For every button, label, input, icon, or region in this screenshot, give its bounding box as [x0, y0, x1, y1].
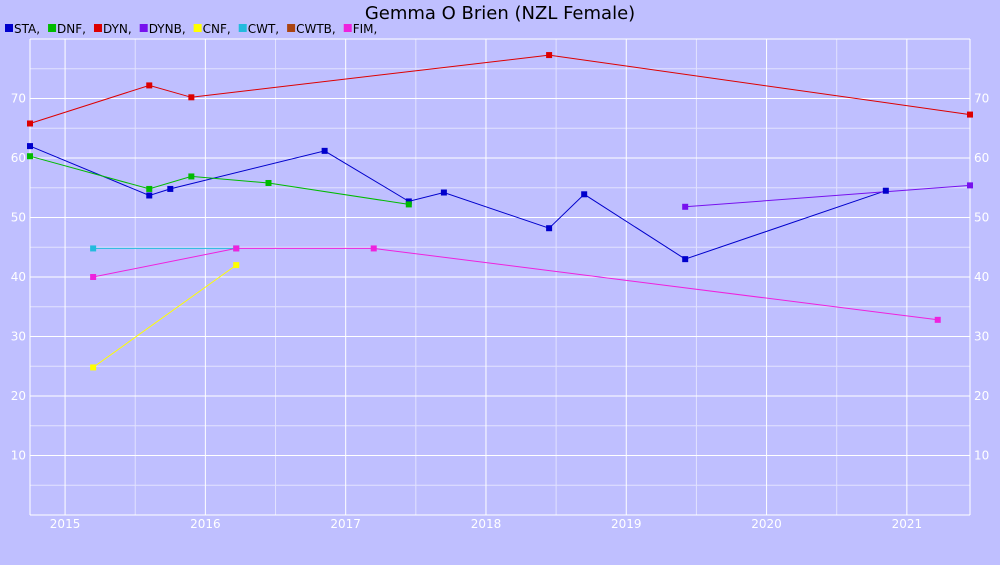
data-point-1 — [188, 173, 195, 180]
legend-swatch-5 — [238, 24, 247, 32]
data-point-3 — [967, 182, 973, 189]
data-point-0 — [546, 225, 553, 232]
data-point-0 — [167, 185, 174, 192]
data-point-7 — [370, 245, 377, 252]
y-tick-label-left: 30 — [11, 330, 26, 344]
x-tick-label: 2015 — [50, 517, 81, 531]
x-tick-label: 2019 — [611, 517, 642, 531]
data-point-7 — [90, 274, 97, 280]
data-point-7 — [934, 316, 941, 323]
y-tick-label-left: 20 — [11, 389, 26, 403]
legend-label-7: FIM, — [353, 22, 378, 36]
legend-label-3: DYNB, — [149, 22, 186, 36]
y-tick-label-right: 20 — [974, 389, 989, 403]
y-tick-label-left: 50 — [11, 211, 26, 225]
legend-label-0: STA, — [14, 22, 40, 36]
y-tick-label-left: 60 — [11, 151, 26, 165]
data-point-1 — [146, 185, 153, 192]
data-point-0 — [27, 143, 33, 150]
y-tick-label-left: 10 — [11, 449, 26, 463]
data-point-1 — [405, 201, 412, 208]
data-point-3 — [682, 203, 689, 210]
y-tick-label-right: 50 — [974, 211, 989, 225]
data-point-0 — [581, 191, 588, 198]
legend-swatch-6 — [287, 24, 296, 32]
y-tick-label-left: 70 — [11, 92, 26, 106]
data-point-2 — [967, 111, 973, 118]
chart-title: Gemma O Brien (NZL Female) — [365, 3, 635, 24]
data-point-0 — [682, 256, 689, 263]
legend-swatch-7 — [343, 24, 352, 32]
data-point-0 — [321, 147, 328, 154]
y-tick-label-left: 40 — [11, 270, 26, 284]
legend-label-5: CWT, — [248, 22, 279, 36]
legend-swatch-2 — [93, 24, 102, 32]
data-point-4 — [233, 262, 240, 269]
legend-swatch-4 — [193, 24, 202, 32]
series-points — [27, 52, 973, 371]
data-point-2 — [546, 52, 553, 59]
legend-label-4: CNF, — [203, 22, 231, 36]
series-line-0 — [29, 145, 886, 260]
series-line-7 — [93, 247, 938, 321]
legend-swatch-3 — [139, 24, 148, 32]
legend-label-2: DYN, — [103, 22, 132, 36]
legend-label-1: DNF, — [57, 22, 86, 36]
x-tick-label: 2021 — [892, 517, 923, 531]
data-point-1 — [27, 153, 33, 160]
x-tick-label: 2016 — [190, 517, 221, 531]
legend-swatch-0 — [5, 24, 13, 32]
x-tick-label: 2017 — [330, 517, 361, 531]
data-point-2 — [188, 94, 195, 101]
y-tick-label-right: 40 — [974, 270, 989, 284]
y-tick-label-right: 70 — [974, 92, 989, 106]
data-point-0 — [146, 192, 153, 199]
legend-label-6: CWTB, — [296, 22, 336, 36]
legend: STA, DNF, DYN, DYNB, CNF, CWT, CWTB, FIM, — [5, 22, 377, 36]
series-line-4 — [92, 264, 237, 368]
data-point-2 — [27, 120, 33, 127]
data-point-7 — [233, 245, 240, 252]
x-tick-label: 2018 — [471, 517, 502, 531]
data-point-2 — [146, 82, 153, 89]
major-gridlines — [29, 38, 971, 516]
x-tick-label: 2020 — [751, 517, 782, 531]
data-point-1 — [265, 179, 272, 186]
y-tick-label-right: 10 — [974, 449, 989, 463]
data-point-0 — [440, 189, 447, 196]
series-line-3 — [685, 184, 971, 208]
data-point-4 — [90, 364, 97, 371]
data-point-5 — [90, 245, 97, 252]
legend-swatch-1 — [48, 24, 57, 32]
data-point-0 — [882, 187, 889, 194]
y-tick-label-right: 60 — [974, 151, 989, 165]
y-tick-label-right: 30 — [974, 330, 989, 344]
